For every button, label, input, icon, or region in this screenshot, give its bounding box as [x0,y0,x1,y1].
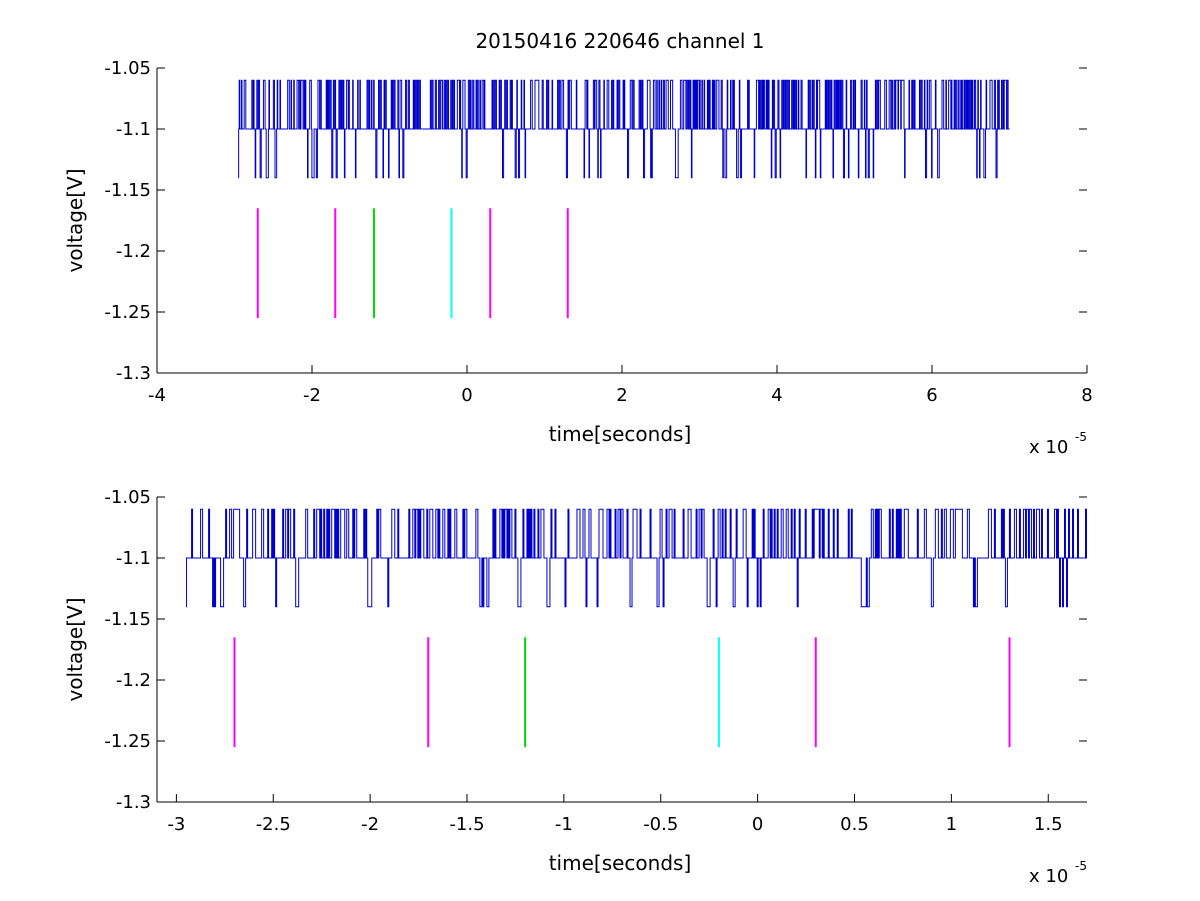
x-tick-label: 1 [946,814,957,835]
y-tick-label: -1.3 [116,363,151,384]
x-axis-label: time[seconds] [549,422,692,446]
y-tick-label: -1.1 [116,119,151,140]
x-tick-label: 6 [926,385,937,406]
x-tick-label: 0.5 [840,814,869,835]
x-tick-label: 0 [752,814,763,835]
y-tick-label: -1.15 [104,180,151,201]
x-tick-label: 4 [771,385,782,406]
bottom-panel: -1.3 -1.25 -1.2 -1.15 -1.1 -1.05 -3 -2.5 -2 -1.5 -… [63,487,1087,887]
chart-title: 20150416 220646 channel 1 [475,29,764,53]
x-multiplier-label: x 10 [1029,866,1068,887]
x-tick-label: 1.5 [1034,814,1063,835]
y-tick-label: -1.2 [116,241,151,262]
top-panel: -1.3 -1.25 -1.2 -1.15 -1.1 -1.05 -4 -2 0 2 4 6 8 time… [63,58,1093,458]
y-tick-label: -1.25 [104,302,151,323]
y-axis-label: voltage[V] [63,168,87,272]
x-tick-label: -3 [167,814,185,835]
x-multiplier-exponent: -5 [1075,859,1087,873]
signal-trace [238,79,1010,179]
signal-trace [186,508,1087,608]
x-tick-label: 8 [1081,385,1092,406]
x-tick-label: -4 [148,385,166,406]
y-tick-label: -1.2 [116,670,151,691]
x-tick-label: -0.5 [643,814,678,835]
x-tick-label: -2.5 [256,814,291,835]
x-tick-label: 0 [461,385,472,406]
y-tick-label: -1.1 [116,548,151,569]
y-tick-label: -1.25 [104,731,151,752]
x-tick-label: 2 [616,385,627,406]
x-tick-label: -1 [555,814,573,835]
x-multiplier-exponent: -5 [1075,430,1087,444]
y-tick-label: -1.15 [104,609,151,630]
x-axis-label: time[seconds] [549,851,692,875]
x-tick-label: -2 [361,814,379,835]
y-axis-label: voltage[V] [63,597,87,701]
y-tick-label: -1.05 [104,487,151,508]
x-tick-label: -2 [303,385,321,406]
y-tick-label: -1.05 [104,58,151,79]
x-multiplier-label: x 10 [1029,437,1068,458]
y-tick-label: -1.3 [116,792,151,813]
x-tick-label: -1.5 [449,814,484,835]
